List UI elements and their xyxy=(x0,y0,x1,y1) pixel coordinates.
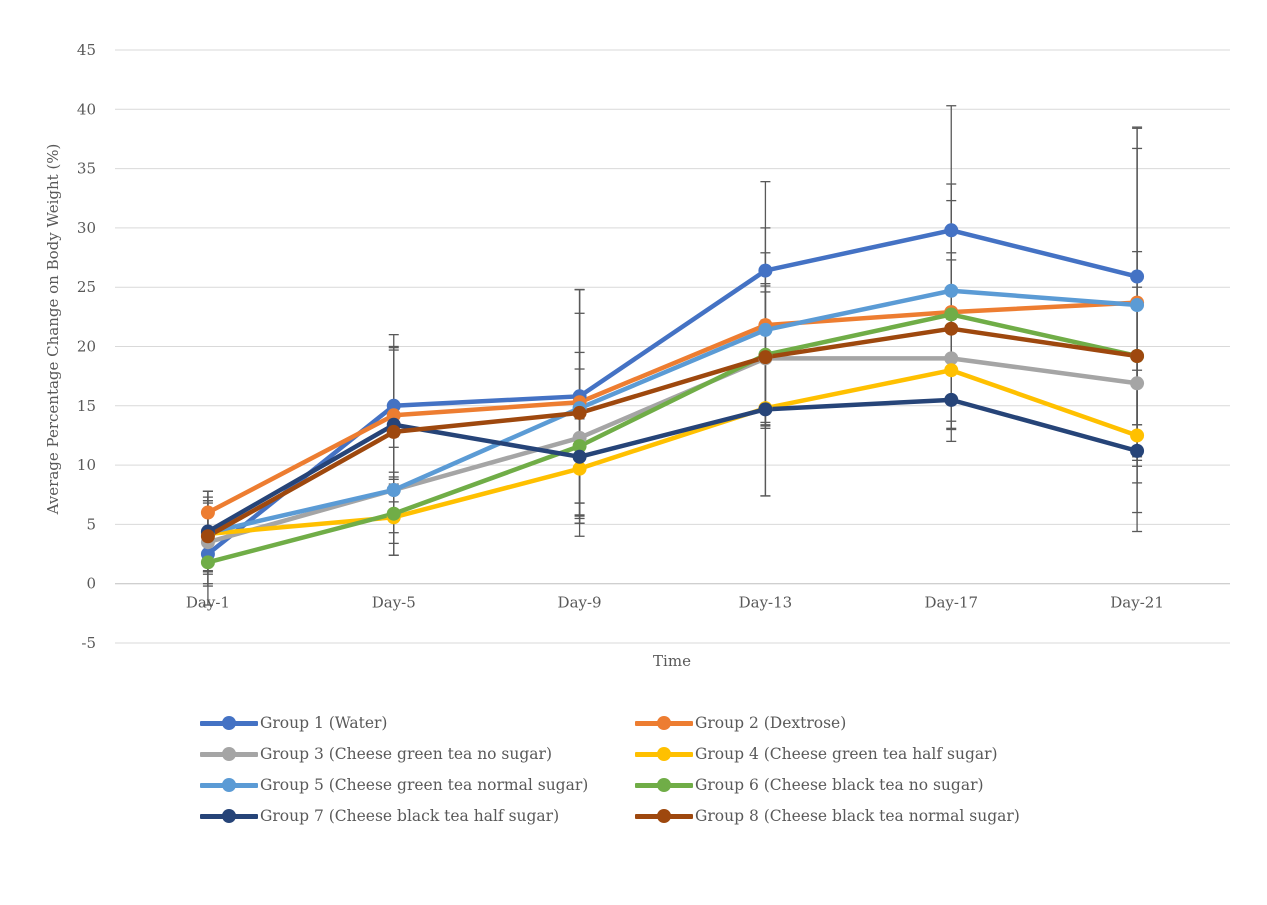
legend-item-group-7: Group 7 (Cheese black tea half sugar) xyxy=(200,805,635,827)
legend-swatch xyxy=(200,712,258,734)
x-tick-label: Day-21 xyxy=(1110,594,1164,612)
x-axis-ticks: Day-1 Day-5 Day-9 Day-13 Day-17 Day-21 xyxy=(186,594,1164,612)
data-point-group-3 xyxy=(944,351,959,366)
legend-label: Group 8 (Cheese black tea normal sugar) xyxy=(695,807,1020,825)
legend-label: Group 4 (Cheese green tea half sugar) xyxy=(695,745,998,763)
data-point-group-6 xyxy=(572,439,587,454)
data-point-group-5 xyxy=(758,322,773,337)
legend-item-group-1: Group 1 (Water) xyxy=(200,712,635,734)
error-bars xyxy=(202,105,1143,606)
legend-swatch xyxy=(635,805,693,827)
data-point-group-7 xyxy=(758,402,773,417)
legend-item-group-3: Group 3 (Cheese green tea no sugar) xyxy=(200,743,635,765)
legend-swatch xyxy=(200,743,258,765)
legend-label: Group 7 (Cheese black tea half sugar) xyxy=(260,807,560,825)
data-point-group-7 xyxy=(572,449,587,464)
series-line-group-1 xyxy=(205,228,1140,557)
data-point-group-6 xyxy=(944,307,959,322)
data-point-group-6 xyxy=(200,555,215,570)
x-axis-title: Time xyxy=(653,652,691,670)
data-point-group-8 xyxy=(386,424,401,439)
data-point-group-8 xyxy=(200,529,215,544)
legend-swatch xyxy=(635,743,693,765)
y-tick-label: 25 xyxy=(77,278,96,296)
data-point-group-1 xyxy=(944,223,959,238)
data-point-group-7 xyxy=(944,392,959,407)
series-markers xyxy=(200,223,1145,570)
legend-item-group-8: Group 8 (Cheese black tea normal sugar) xyxy=(635,805,1075,827)
y-tick-label: 20 xyxy=(77,338,96,356)
x-tick-label: Day-17 xyxy=(924,594,978,612)
series-line-group-8 xyxy=(205,326,1140,539)
y-tick-label: 10 xyxy=(77,456,96,474)
data-point-group-1 xyxy=(1130,269,1145,284)
data-point-group-1 xyxy=(758,263,773,278)
data-point-group-8 xyxy=(1130,348,1145,363)
legend-swatch xyxy=(200,805,258,827)
data-point-group-8 xyxy=(944,321,959,336)
y-tick-label: 45 xyxy=(77,41,96,59)
legend-label: Group 5 (Cheese green tea normal sugar) xyxy=(260,776,589,794)
series-lines xyxy=(205,228,1140,565)
legend-item-group-6: Group 6 (Cheese black tea no sugar) xyxy=(635,774,1075,796)
data-point-group-6 xyxy=(386,506,401,521)
data-point-group-4 xyxy=(944,363,959,378)
legend-label: Group 2 (Dextrose) xyxy=(695,714,847,732)
series-line-group-7 xyxy=(205,397,1140,534)
legend-swatch xyxy=(200,774,258,796)
y-axis-ticks: -5 0 5 10 15 20 25 30 35 40 45 xyxy=(77,41,96,652)
y-tick-label: 35 xyxy=(77,160,96,178)
data-point-group-4 xyxy=(1130,428,1145,443)
data-point-group-7 xyxy=(1130,443,1145,458)
y-tick-label: 0 xyxy=(86,575,96,593)
series-line-group-2 xyxy=(205,300,1140,515)
data-point-group-8 xyxy=(572,405,587,420)
series-line-group-5 xyxy=(205,288,1140,535)
data-point-group-3 xyxy=(1130,376,1145,391)
data-point-group-2 xyxy=(200,505,215,520)
legend: Group 1 (Water) Group 2 (Dextrose) Group 3… xyxy=(200,712,1100,827)
legend-swatch xyxy=(635,774,693,796)
data-point-group-5 xyxy=(386,483,401,498)
legend-item-group-2: Group 2 (Dextrose) xyxy=(635,712,1075,734)
legend-label: Group 1 (Water) xyxy=(260,714,388,732)
data-point-group-5 xyxy=(944,283,959,298)
y-tick-label: 30 xyxy=(77,219,96,237)
y-tick-label: 15 xyxy=(77,397,96,415)
y-tick-label: 5 xyxy=(86,515,96,533)
series-line-group-6 xyxy=(205,312,1140,565)
data-point-group-5 xyxy=(1130,297,1145,312)
x-tick-label: Day-9 xyxy=(558,594,602,612)
legend-item-group-4: Group 4 (Cheese green tea half sugar) xyxy=(635,743,1075,765)
y-tick-label: -5 xyxy=(81,634,96,652)
data-point-group-8 xyxy=(758,350,773,365)
y-tick-label: 40 xyxy=(77,100,96,118)
legend-label: Group 6 (Cheese black tea no sugar) xyxy=(695,776,984,794)
data-point-group-4 xyxy=(572,461,587,476)
legend-swatch xyxy=(635,712,693,734)
x-tick-label: Day-13 xyxy=(739,594,793,612)
legend-label: Group 3 (Cheese green tea no sugar) xyxy=(260,745,552,763)
y-axis-title: Average Percentage Change on Body Weight… xyxy=(44,144,62,516)
x-tick-label: Day-5 xyxy=(372,594,416,612)
legend-item-group-5: Group 5 (Cheese green tea normal sugar) xyxy=(200,774,635,796)
